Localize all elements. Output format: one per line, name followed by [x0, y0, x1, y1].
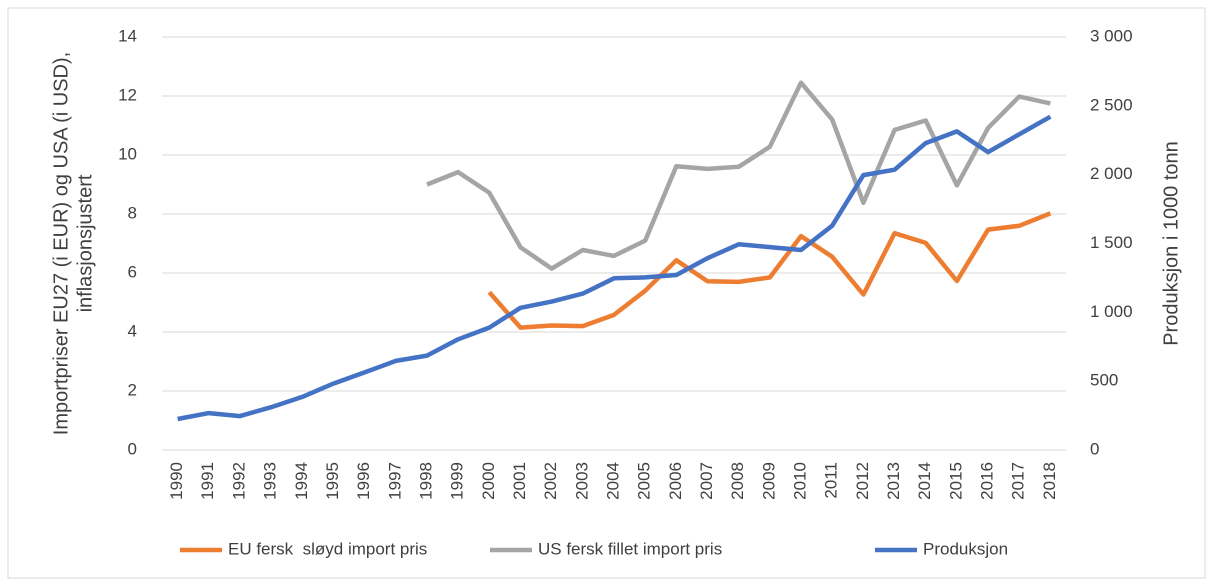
x-tick-label: 2002 [541, 462, 560, 500]
x-tick-label: 1993 [261, 462, 280, 500]
chart-border [7, 7, 1206, 579]
y-axis-label: inflasjonsjustert [74, 174, 96, 312]
x-tick-label: 2006 [666, 462, 685, 500]
x-tick-label: 2009 [759, 462, 778, 500]
data-line [487, 211, 1052, 330]
x-tick-label: 2001 [510, 462, 529, 500]
data-line [177, 114, 1052, 422]
x-tick-label: 1998 [416, 462, 435, 500]
x-tick-label: 2015 [946, 462, 965, 500]
x-tick-label: 1997 [385, 462, 404, 500]
legend-label: Produksjon [923, 539, 1008, 558]
x-tick-label: 1995 [323, 462, 342, 500]
x-tick-label: 2003 [572, 462, 591, 500]
y-tick-label: 4 [128, 321, 137, 340]
data-line [426, 80, 1051, 271]
x-tick-label: 2005 [635, 462, 654, 500]
x-tick-label: 2007 [697, 462, 716, 500]
x-tick-label: 2000 [479, 462, 498, 500]
y-tick-label: 12 [118, 85, 137, 104]
y-tick-label: 6 [128, 262, 137, 281]
x-tick-label: 2016 [978, 462, 997, 500]
x-tick-label: 2011 [822, 462, 841, 499]
x-tick-label: 2010 [791, 462, 810, 500]
x-tick-label: 2018 [1040, 462, 1059, 500]
x-tick-label: 1994 [292, 462, 311, 500]
y-tick-label: 0 [128, 439, 137, 458]
x-tick-label: 1996 [354, 462, 373, 500]
x-tick-label: 1990 [167, 462, 186, 500]
y2-tick-label: 2 500 [1090, 95, 1133, 114]
legend-label: EU fersk sløyd import pris [228, 539, 427, 558]
y2-tick-label: 1 500 [1090, 233, 1133, 252]
y-tick-label: 10 [118, 144, 137, 163]
y2-tick-label: 3 000 [1090, 26, 1133, 45]
y-tick-label: 2 [128, 380, 137, 399]
y2-tick-label: 1 000 [1090, 302, 1133, 321]
x-tick-label: 2012 [853, 462, 872, 500]
y2-tick-label: 2 000 [1090, 164, 1133, 183]
x-tick-label: 2017 [1009, 462, 1028, 500]
x-tick-label: 2004 [603, 462, 622, 500]
x-tick-label: 2013 [884, 462, 903, 500]
x-tick-label: 1991 [198, 462, 217, 500]
y-tick-label: 8 [128, 203, 137, 222]
x-tick-label: 1999 [448, 462, 467, 500]
x-tick-label: 2014 [915, 462, 934, 500]
y2-axis-label: Produksjon i 1000 tonn [1160, 141, 1182, 346]
y2-tick-label: 500 [1090, 371, 1118, 390]
y-axis-label: Importpriser EU27 (i EUR) og USA (i USD)… [50, 52, 72, 435]
y2-tick-label: 0 [1090, 439, 1099, 458]
legend-label: US fersk fillet import pris [538, 539, 722, 558]
x-tick-label: 2008 [728, 462, 747, 500]
y-tick-label: 14 [118, 26, 137, 45]
x-tick-label: 1992 [229, 462, 248, 500]
